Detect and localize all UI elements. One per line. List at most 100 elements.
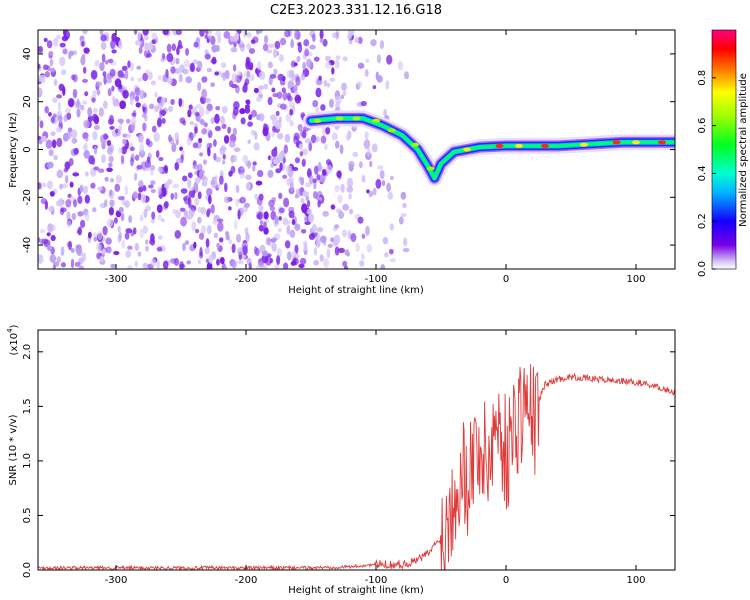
snr-multiplier: (x104) (6, 324, 20, 355)
noise-speckle (47, 161, 54, 169)
noise-speckle (217, 218, 224, 223)
noise-speckle (84, 142, 88, 150)
noise-speckle (107, 162, 113, 168)
noise-speckle (217, 221, 224, 232)
noise-speckle (106, 78, 112, 84)
noise-speckle (254, 131, 258, 141)
noise-speckle (38, 237, 41, 243)
noise-speckle (211, 56, 217, 65)
noise-speckle (375, 71, 379, 81)
noise-speckle (316, 238, 321, 248)
noise-speckle (321, 127, 327, 137)
noise-speckle (124, 185, 128, 196)
noise-speckle (87, 107, 93, 117)
noise-speckle (87, 231, 92, 239)
noise-speckle (83, 47, 90, 54)
noise-speckle (225, 231, 229, 237)
noise-speckle (247, 160, 252, 169)
y-tick-label: 20 (22, 95, 33, 108)
noise-speckle (56, 94, 63, 99)
noise-speckle (334, 224, 340, 229)
noise-speckle (174, 161, 179, 171)
noise-speckle (348, 30, 355, 37)
noise-speckle (157, 235, 163, 240)
noise-speckle (232, 127, 238, 136)
noise-speckle (276, 248, 282, 258)
ridge-hotspot (658, 140, 666, 145)
noise-speckle (230, 47, 238, 53)
noise-speckle (301, 203, 308, 214)
noise-speckle (342, 260, 348, 267)
noise-speckle (167, 76, 173, 85)
noise-speckle (320, 104, 326, 111)
noise-speckle (198, 232, 205, 240)
noise-speckle (223, 134, 230, 144)
noise-speckle (297, 41, 302, 47)
noise-speckle (307, 172, 312, 177)
noise-speckle (389, 258, 396, 263)
heatmap-noise-speckles (38, 30, 410, 269)
noise-speckle (161, 117, 166, 124)
ridge-band (309, 116, 675, 180)
noise-speckle (157, 186, 162, 196)
noise-speckle (315, 87, 322, 98)
noise-speckle (193, 181, 199, 191)
noise-speckle (231, 259, 238, 269)
x-tick-label: -300 (105, 274, 128, 285)
noise-speckle (368, 190, 374, 198)
noise-speckle (221, 123, 227, 129)
noise-speckle (150, 189, 157, 194)
noise-speckle (400, 212, 407, 218)
noise-speckle (206, 187, 213, 197)
noise-speckle (361, 233, 366, 239)
noise-speckle (274, 40, 281, 50)
noise-speckle (162, 260, 169, 269)
noise-speckle (192, 132, 197, 138)
noise-speckle (206, 209, 211, 218)
noise-speckle (278, 116, 282, 123)
noise-speckle (68, 240, 73, 251)
noise-speckle (171, 142, 177, 153)
noise-speckle (191, 221, 197, 231)
noise-speckle (216, 242, 221, 248)
noise-speckle (258, 70, 266, 80)
noise-speckle (127, 245, 133, 250)
noise-speckle (202, 159, 207, 165)
noise-speckle (121, 239, 126, 249)
noise-speckle (320, 235, 327, 244)
noise-speckle (316, 173, 321, 181)
noise-speckle (253, 87, 260, 94)
noise-speckle (130, 76, 134, 82)
noise-speckle (300, 197, 305, 204)
noise-speckle (133, 30, 138, 35)
noise-speckle (91, 97, 96, 103)
x-tick-label: -200 (235, 274, 258, 285)
y-tick-label: -40 (22, 237, 33, 253)
noise-speckle (117, 70, 124, 78)
noise-speckle (276, 91, 283, 100)
noise-speckle (166, 43, 172, 53)
noise-speckle (205, 108, 210, 115)
noise-speckle (96, 243, 102, 253)
noise-speckle (150, 164, 156, 171)
noise-speckle (189, 62, 195, 72)
noise-speckle (165, 68, 169, 79)
noise-speckle (262, 127, 269, 137)
noise-speckle (312, 99, 319, 108)
noise-speckle (83, 119, 90, 129)
noise-speckle (197, 216, 202, 224)
noise-speckle (182, 242, 186, 252)
noise-speckle (336, 170, 342, 179)
noise-speckle (146, 53, 152, 58)
noise-speckle (258, 204, 264, 212)
noise-speckle (370, 39, 377, 47)
noise-speckle (194, 111, 200, 117)
ridge-hotspot (411, 142, 419, 147)
noise-speckle (71, 212, 77, 221)
noise-speckle (105, 246, 112, 254)
noise-speckle (357, 216, 364, 224)
noise-speckle (76, 98, 80, 108)
noise-speckle (47, 180, 53, 190)
noise-speckle (215, 105, 221, 111)
noise-speckle (99, 30, 104, 36)
